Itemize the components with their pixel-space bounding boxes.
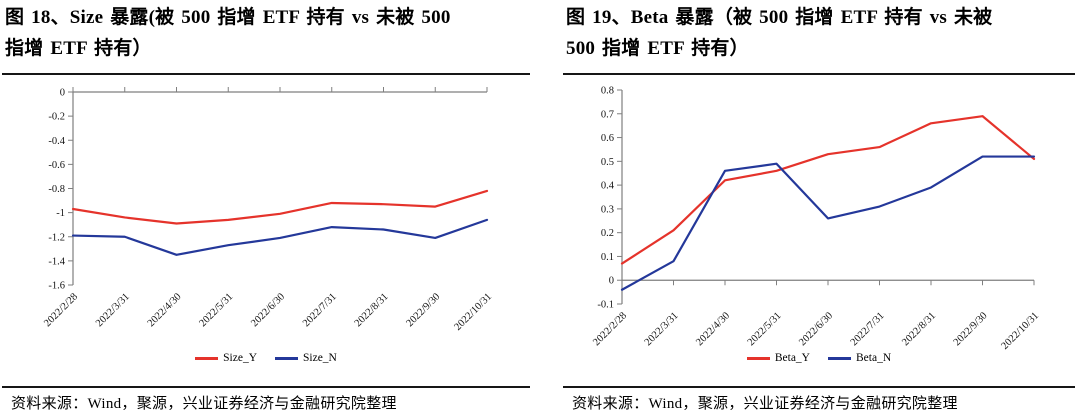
x-axis-label: 2022/8/31 — [900, 310, 938, 348]
y-tick-label: -0.8 — [48, 184, 65, 195]
y-tick-label: 0.1 — [601, 252, 614, 263]
figure-title: 图 19、Beta 暴露（被 500 指增 ETF 持有 vs 未被 500 指… — [566, 7, 993, 59]
y-tick-label: 0.6 — [601, 133, 614, 144]
chart-legend: Size_Y Size_N — [2, 352, 530, 364]
legend-label: Beta_N — [856, 352, 892, 364]
y-tick-label: 0.2 — [601, 228, 614, 239]
legend-item: Size_Y — [195, 352, 257, 364]
y-tick-label: -1 — [56, 208, 65, 219]
legend-label: Size_N — [303, 352, 337, 364]
y-tick-label: -0.1 — [597, 300, 614, 311]
x-axis-label: 2022/10/31 — [1000, 310, 1042, 350]
y-tick-label: 0.3 — [601, 204, 614, 215]
x-axis-label: 2022/7/31 — [301, 291, 339, 329]
x-axis-label: 2022/4/30 — [694, 310, 732, 348]
y-tick-label: -0.6 — [48, 160, 65, 171]
figure-18-panel: 图 18、Size 暴露(被 500 指增 ETF 持有 vs 未被 500 指… — [2, 0, 530, 417]
legend-swatch — [195, 356, 219, 360]
x-axis-label: 2022/5/31 — [197, 291, 235, 329]
y-tick-label: 0.5 — [601, 157, 614, 168]
legend-item: Beta_Y — [746, 352, 810, 364]
y-tick-label: 0 — [60, 88, 65, 99]
legend-label: Size_Y — [223, 352, 257, 364]
x-axis-label: 2022/5/31 — [746, 310, 784, 348]
y-tick-label: 0.4 — [601, 181, 615, 192]
x-axis-label: 2022/3/31 — [643, 310, 681, 348]
x-axis-label: 2022/6/30 — [797, 310, 835, 348]
y-tick-label: 0.7 — [601, 109, 614, 120]
title-rule — [2, 73, 530, 75]
legend-swatch — [746, 356, 770, 360]
title-rule — [563, 73, 1075, 75]
y-tick-label: -1.6 — [48, 281, 65, 292]
x-axis-label: 2022/10/31 — [453, 291, 495, 333]
legend-swatch — [275, 356, 298, 360]
figure-19-panel: 图 19、Beta 暴露（被 500 指增 ETF 持有 vs 未被 500 指… — [563, 0, 1075, 417]
x-axis-label: 2022/4/30 — [146, 291, 184, 329]
x-axis-label: 2022/3/31 — [94, 291, 132, 329]
source-note: 资料来源：Wind，聚源，兴业证券经济与金融研究院整理 — [572, 396, 958, 412]
source-rule — [563, 386, 1075, 388]
x-axis-label: 2022/2/28 — [42, 291, 80, 329]
source-note: 资料来源：Wind，聚源，兴业证券经济与金融研究院整理 — [11, 396, 397, 412]
x-axis-label: 2022/9/30 — [952, 310, 990, 348]
legend-label: Beta_Y — [774, 352, 810, 364]
y-tick-label: -1.4 — [48, 256, 65, 267]
figure-title: 图 18、Size 暴露(被 500 指增 ETF 持有 vs 未被 500 指… — [5, 7, 451, 59]
legend-item: Size_N — [275, 352, 337, 364]
y-tick-label: -0.4 — [48, 136, 65, 147]
legend-item: Beta_N — [828, 352, 891, 364]
y-tick-label: 0 — [609, 276, 614, 287]
x-axis-label: 2022/2/28 — [591, 310, 629, 348]
x-axis-label: 2022/6/30 — [249, 291, 287, 329]
y-tick-label: -1.2 — [48, 232, 65, 243]
x-axis-label: 2022/9/30 — [404, 291, 442, 329]
series-line-Size_N — [71, 218, 489, 256]
y-tick-label: 0.8 — [601, 86, 614, 97]
x-axis-label: 2022/8/31 — [353, 291, 391, 329]
x-axis-label: 2022/7/31 — [849, 310, 887, 348]
chart-legend: Beta_Y Beta_N — [563, 352, 1075, 364]
series-line-Beta_Y — [620, 115, 1036, 265]
source-rule — [2, 386, 530, 388]
series-line-Size_Y — [71, 189, 489, 225]
y-tick-label: -0.2 — [48, 112, 65, 123]
legend-swatch — [828, 356, 851, 360]
size-exposure-line-chart: 0 -0.2 -0.4 -0.6 -0.8 -1 -1.2 -1.4 -1.62022/2/28… — [42, 87, 495, 333]
series-line-Beta_N — [620, 155, 1036, 291]
